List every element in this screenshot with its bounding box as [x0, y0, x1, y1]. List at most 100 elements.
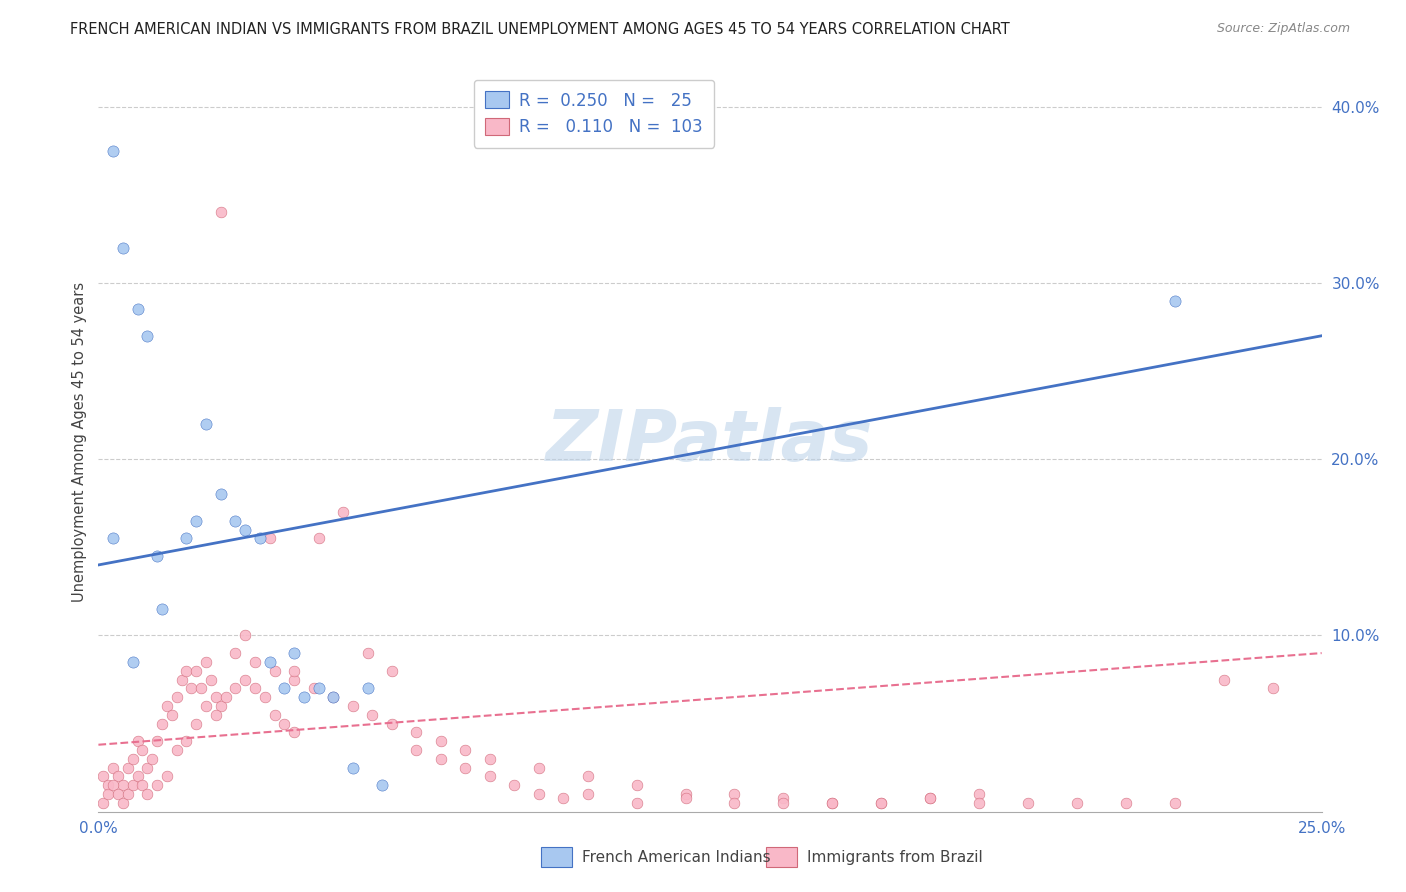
Point [111, 796, 134, 810]
Point [263, 664, 285, 678]
Point [249, 532, 271, 546]
Point [233, 523, 256, 537]
Point [259, 655, 281, 669]
Point [1115, 796, 1137, 810]
Point [772, 796, 794, 810]
Point [176, 734, 198, 748]
Point [156, 769, 179, 783]
Point [356, 681, 378, 696]
Point [233, 673, 256, 687]
Point [273, 681, 295, 696]
Text: FRENCH AMERICAN INDIAN VS IMMIGRANTS FROM BRAZIL UNEMPLOYMENT AMONG AGES 45 TO 5: FRENCH AMERICAN INDIAN VS IMMIGRANTS FRO… [70, 22, 1010, 37]
Point [308, 681, 330, 696]
Point [97, 778, 120, 792]
Point [553, 790, 575, 805]
Point [273, 716, 295, 731]
Point [322, 690, 344, 705]
Point [478, 752, 501, 766]
Point [150, 716, 173, 731]
Point [127, 734, 149, 748]
Point [675, 787, 697, 801]
Point [91, 796, 114, 810]
Point [101, 532, 124, 546]
Point [166, 690, 188, 705]
Point [195, 655, 218, 669]
Legend: R =  0.250   N =   25, R =   0.110   N =  103: R = 0.250 N = 25, R = 0.110 N = 103 [474, 79, 714, 148]
Point [97, 787, 120, 801]
Point [454, 743, 477, 757]
Point [146, 549, 169, 563]
Point [1164, 796, 1187, 810]
Point [186, 664, 208, 678]
Point [195, 417, 218, 431]
Text: Immigrants from Brazil: Immigrants from Brazil [807, 850, 983, 864]
Point [503, 778, 526, 792]
Point [176, 664, 198, 678]
Point [342, 761, 364, 775]
Point [107, 769, 129, 783]
Point [405, 743, 427, 757]
Point [870, 796, 893, 810]
Point [146, 778, 169, 792]
Point [381, 716, 404, 731]
Point [626, 796, 648, 810]
Point [190, 681, 212, 696]
Point [150, 602, 173, 616]
Point [186, 716, 208, 731]
Point [381, 664, 404, 678]
Point [121, 778, 143, 792]
Point [136, 328, 159, 343]
Point [146, 734, 169, 748]
Point [283, 664, 305, 678]
Point [156, 698, 179, 713]
Point [131, 743, 153, 757]
Point [821, 796, 844, 810]
Point [259, 532, 281, 546]
Point [1066, 796, 1088, 810]
Y-axis label: Unemployment Among Ages 45 to 54 years: Unemployment Among Ages 45 to 54 years [72, 282, 87, 601]
Point [233, 628, 256, 642]
Point [356, 646, 378, 660]
Point [209, 205, 232, 219]
Point [91, 769, 114, 783]
Point [1261, 681, 1284, 696]
Point [121, 655, 143, 669]
Point [101, 144, 124, 158]
Point [361, 707, 384, 722]
Point [920, 790, 942, 805]
Point [332, 505, 354, 519]
Text: ZIPatlas: ZIPatlas [547, 407, 873, 476]
Point [371, 778, 394, 792]
Point [723, 796, 745, 810]
Point [1164, 293, 1187, 308]
Point [107, 787, 129, 801]
Point [967, 787, 990, 801]
Point [111, 241, 134, 255]
Point [723, 787, 745, 801]
Point [224, 681, 246, 696]
Point [186, 514, 208, 528]
Point [195, 698, 218, 713]
Point [821, 796, 844, 810]
Point [772, 790, 794, 805]
Point [160, 707, 183, 722]
Point [117, 761, 139, 775]
Point [166, 743, 188, 757]
Point [308, 532, 330, 546]
Point [117, 787, 139, 801]
Point [136, 787, 159, 801]
Point [209, 487, 232, 501]
Point [283, 646, 305, 660]
Point [527, 761, 550, 775]
Point [967, 796, 990, 810]
Point [176, 532, 198, 546]
Point [180, 681, 202, 696]
Point [263, 707, 285, 722]
Point [576, 769, 599, 783]
Point [200, 673, 222, 687]
Point [253, 690, 276, 705]
Point [302, 681, 325, 696]
Point [170, 673, 193, 687]
Point [342, 698, 364, 713]
Point [136, 761, 159, 775]
